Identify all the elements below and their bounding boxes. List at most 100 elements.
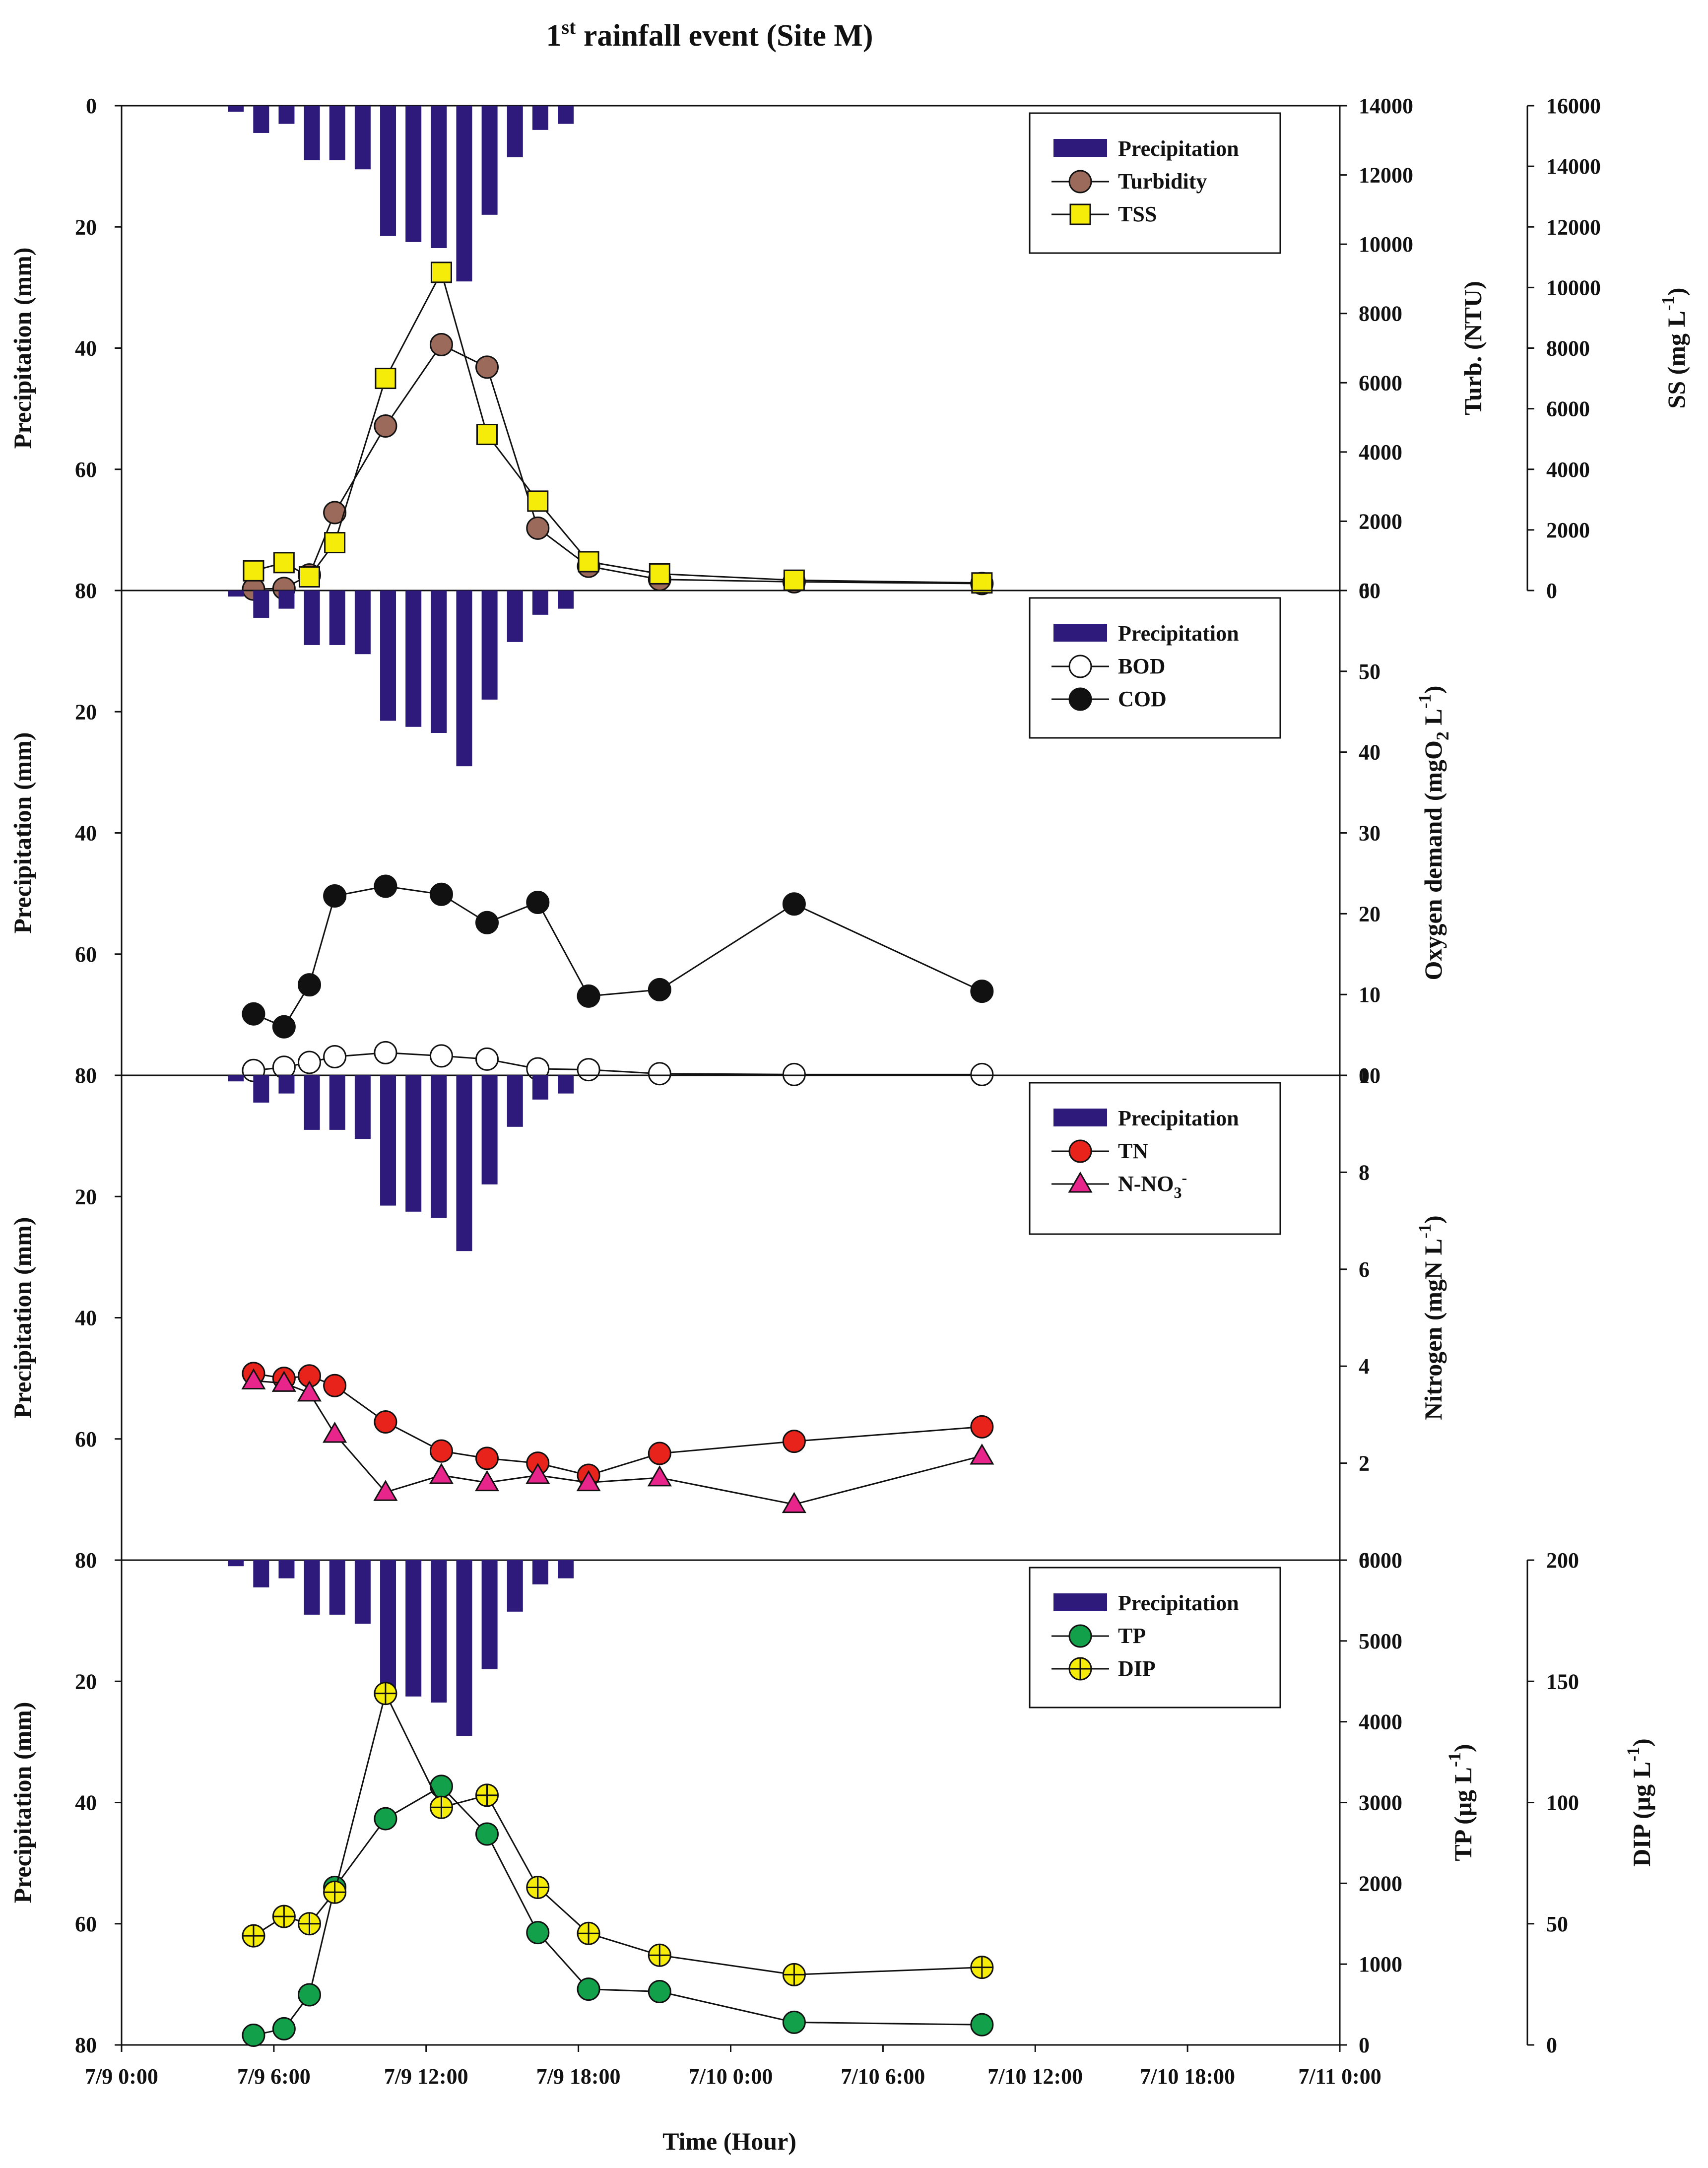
panel2-point-bod-shape bbox=[970, 1062, 994, 1086]
panel4-right-tick-label-1: 0 bbox=[1546, 2033, 1557, 2057]
panel1-point-tss bbox=[430, 262, 452, 283]
panel1-right-tick-label-1: 14000 bbox=[1546, 154, 1601, 179]
panel3-point-n-no3--shape bbox=[647, 1465, 672, 1487]
panel3-precip-bar bbox=[558, 1075, 574, 1094]
panel2-point-bod-shape bbox=[429, 1044, 453, 1068]
panel3-point-n-no3--shape bbox=[323, 1421, 347, 1443]
panel3-point-n-no3--shape bbox=[241, 1368, 266, 1390]
x-tick-label: 7/10 12:00 bbox=[987, 2064, 1083, 2089]
panel2-precip-bar bbox=[228, 591, 244, 597]
panel2-precip-tick-label: 20 bbox=[75, 700, 97, 724]
panel3-point-n-no3--shape bbox=[474, 1470, 500, 1492]
panel1-point-turbidity bbox=[323, 501, 347, 525]
panel1-right-tick-label-0: 8000 bbox=[1359, 302, 1402, 326]
panel2-point-cod-shape bbox=[272, 1015, 296, 1039]
panel2-precip-bar bbox=[532, 591, 548, 615]
panel3-point-n-no3--shape bbox=[429, 1463, 454, 1484]
panel1-right-axis-title-0: Turb. (NTU) bbox=[1459, 281, 1487, 415]
panel3-point-tn bbox=[782, 1430, 806, 1453]
panel1-point-tss bbox=[476, 424, 498, 446]
panel3-precip-bar bbox=[278, 1075, 295, 1094]
panel4-point-dip bbox=[323, 1880, 347, 1904]
panel4-point-dip bbox=[648, 1943, 671, 1967]
panel4-point-tp-shape bbox=[577, 1977, 600, 2001]
panel2-point-cod-shape bbox=[242, 1002, 265, 1026]
panel1-precip-tick-label: 80 bbox=[75, 579, 97, 603]
panel4-legend-marker-shape bbox=[1068, 1624, 1092, 1648]
x-tick-label: 7/10 18:00 bbox=[1140, 2064, 1235, 2089]
panel4-point-dip bbox=[297, 1912, 321, 1936]
panel1-precip-bar bbox=[329, 106, 345, 160]
panel4-point-tp bbox=[374, 1807, 397, 1831]
panel3-precip-bar bbox=[304, 1075, 320, 1130]
panel4-legend-box bbox=[1029, 1567, 1281, 1708]
panel4-series-line-tp bbox=[253, 1785, 982, 2036]
panel1-precip-bar bbox=[481, 106, 498, 215]
panel2-precip-bar bbox=[456, 591, 472, 767]
panel2-point-cod bbox=[297, 973, 321, 997]
panel4-point-tp bbox=[475, 1822, 499, 1846]
panel3-point-n-no3--shape bbox=[526, 1463, 550, 1484]
panel3-point-n-no3--shape bbox=[271, 1371, 296, 1392]
panel1-point-tss bbox=[273, 552, 295, 574]
panel2-legend-marker-shape bbox=[1068, 687, 1092, 711]
panel2-precip-tick-label: 60 bbox=[75, 942, 97, 967]
panel3-precip-bar bbox=[532, 1075, 548, 1100]
panel1-point-tss-shape bbox=[578, 551, 599, 573]
panel1-point-tss-shape bbox=[243, 560, 264, 582]
panel4-legend-label: Precipitation bbox=[1118, 1591, 1239, 1615]
panel3-right-tick-label-0: 6 bbox=[1359, 1257, 1370, 1282]
panel4-precip-bar bbox=[532, 1560, 548, 1584]
panel4-point-dip bbox=[429, 1795, 453, 1819]
panel3-point-n-no3- bbox=[271, 1371, 296, 1392]
panel1-right-tick-label-1: 6000 bbox=[1546, 397, 1590, 421]
panel4-point-tp bbox=[429, 1774, 453, 1798]
panel3-legend-marker bbox=[1068, 1172, 1093, 1193]
panel3-point-n-no3--shape bbox=[970, 1443, 994, 1465]
panel2-precip-axis-title: Precipitation (mm) bbox=[8, 732, 36, 934]
panel3-precip-axis-title: Precipitation (mm) bbox=[8, 1217, 36, 1419]
panel3-right-tick-label-0: 10 bbox=[1359, 1063, 1380, 1088]
panel3-series-line-tn bbox=[253, 1373, 982, 1476]
panel2-point-cod bbox=[429, 882, 453, 906]
x-tick-label: 7/9 6:00 bbox=[237, 2064, 311, 2089]
panel2-point-cod bbox=[526, 891, 550, 915]
panel1-point-tss bbox=[243, 560, 264, 582]
panel1-point-tss-shape bbox=[527, 490, 549, 512]
panel3-right-tick-label-0: 4 bbox=[1359, 1354, 1370, 1379]
panel1-right-tick-label-0: 6000 bbox=[1359, 371, 1402, 395]
panel1-precip-bar bbox=[456, 106, 472, 282]
panel2-point-cod bbox=[782, 892, 806, 916]
panel3-legend-swatch-precipitation bbox=[1053, 1109, 1107, 1126]
panel3-series-line-n-no3- bbox=[253, 1380, 983, 1506]
panel2-precip-tick-label: 40 bbox=[75, 821, 97, 846]
panel4-precip-bar bbox=[481, 1560, 498, 1669]
panel1-point-turbidity-shape bbox=[475, 355, 499, 379]
panel2-point-bod-shape bbox=[323, 1045, 347, 1069]
panel2-point-cod bbox=[648, 978, 671, 1001]
panel3-point-tn bbox=[323, 1374, 347, 1397]
panel3-point-n-no3--shape bbox=[576, 1470, 601, 1492]
panel1-legend-marker-shape bbox=[1069, 203, 1091, 225]
panel1-point-tss-shape bbox=[375, 368, 396, 390]
panel1-precip-axis-title: Precipitation (mm) bbox=[8, 248, 36, 449]
panel2-point-bod-shape bbox=[648, 1062, 671, 1086]
panel3-precip-bar bbox=[380, 1075, 396, 1206]
panel3-point-tn bbox=[648, 1442, 671, 1465]
panel2-point-cod-shape bbox=[970, 980, 994, 1003]
panel4-precip-axis-title: Precipitation (mm) bbox=[8, 1702, 36, 1904]
panel4-precip-bar bbox=[228, 1560, 244, 1567]
panel4-right-tick-label-1: 150 bbox=[1546, 1669, 1579, 1694]
panel2-right-tick-label-0: 50 bbox=[1359, 659, 1380, 684]
panel3-point-tn bbox=[429, 1439, 453, 1463]
panel3-right-tick-label-0: 0 bbox=[1359, 1548, 1370, 1573]
panel4-point-tp-shape bbox=[526, 1921, 550, 1945]
panel1-precip-tick-label: 40 bbox=[75, 336, 97, 361]
panel1-precip-bar bbox=[431, 106, 447, 248]
panel2-point-cod bbox=[374, 874, 397, 898]
panel2-legend-swatch-precipitation bbox=[1053, 624, 1107, 642]
panel1-point-tss-shape bbox=[298, 566, 320, 588]
panel2-precip-bar bbox=[481, 591, 498, 700]
panel2-point-cod-shape bbox=[648, 978, 671, 1001]
panel4-right-tick-label-1: 100 bbox=[1546, 1791, 1579, 1815]
